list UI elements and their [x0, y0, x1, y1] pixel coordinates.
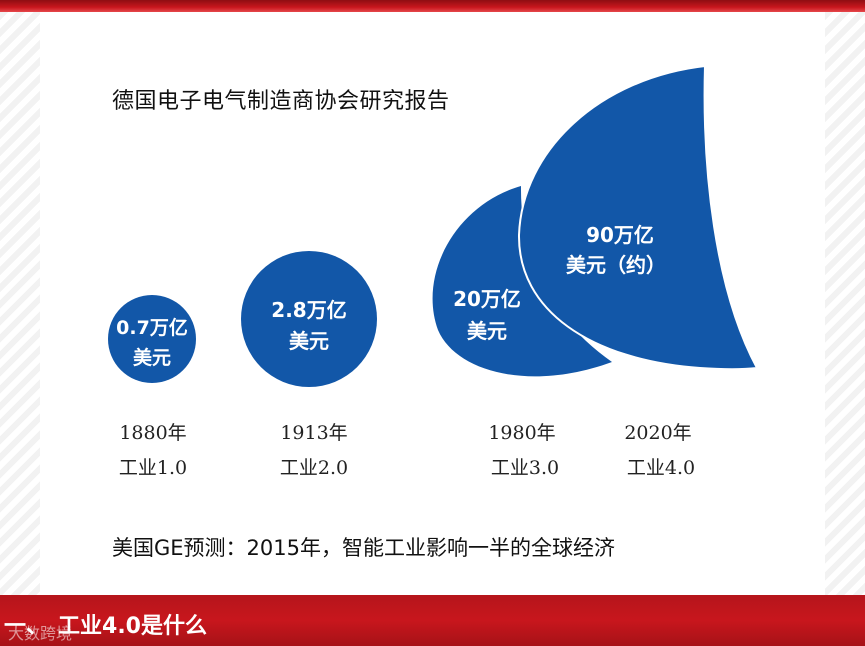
bottom-red-band — [0, 595, 865, 646]
section-title-text: 工业4.0是什么 — [58, 614, 207, 639]
bubble-3-value: 20万亿 — [453, 287, 521, 311]
bubble-industry-1 — [108, 295, 196, 383]
era-industry-4: 工业4.0 — [626, 457, 696, 479]
bubble-industry-4 — [517, 64, 759, 371]
section-title: 一、 工业4.0是什么 — [4, 608, 207, 640]
ge-forecast-text: 美国GE预测：2015年，智能工业影响一半的全球经济 — [112, 536, 615, 560]
slide-title: 德国电子电气制造商协会研究报告 — [112, 89, 450, 114]
right-stripes — [825, 12, 865, 595]
watermark: 大数跨境 — [8, 624, 73, 643]
bubble-3-unit: 美元 — [467, 319, 507, 343]
year-1880: 1880年 — [119, 422, 187, 444]
bubble-2-unit: 美元 — [289, 329, 329, 353]
year-1913: 1913年 — [280, 422, 348, 444]
year-2020: 2020年 — [624, 422, 692, 444]
bubble-1-value: 0.7万亿 — [116, 316, 188, 339]
era-industry-1: 工业1.0 — [118, 457, 188, 479]
bubble-1-unit: 美元 — [133, 346, 171, 369]
era-industry-3: 工业3.0 — [490, 457, 560, 479]
bubble-4-value: 90万亿 — [586, 223, 654, 247]
section-number: 一、 — [4, 614, 49, 639]
era-industry-2: 工业2.0 — [279, 457, 349, 479]
top-red-band — [0, 0, 865, 12]
left-stripes — [0, 12, 40, 595]
year-1980: 1980年 — [488, 422, 556, 444]
bubble-industry-2 — [241, 251, 377, 387]
bubble-2-value: 2.8万亿 — [271, 298, 346, 322]
bubble-industry-3 — [432, 186, 612, 377]
bubble-4-unit: 美元（约） — [566, 253, 666, 277]
